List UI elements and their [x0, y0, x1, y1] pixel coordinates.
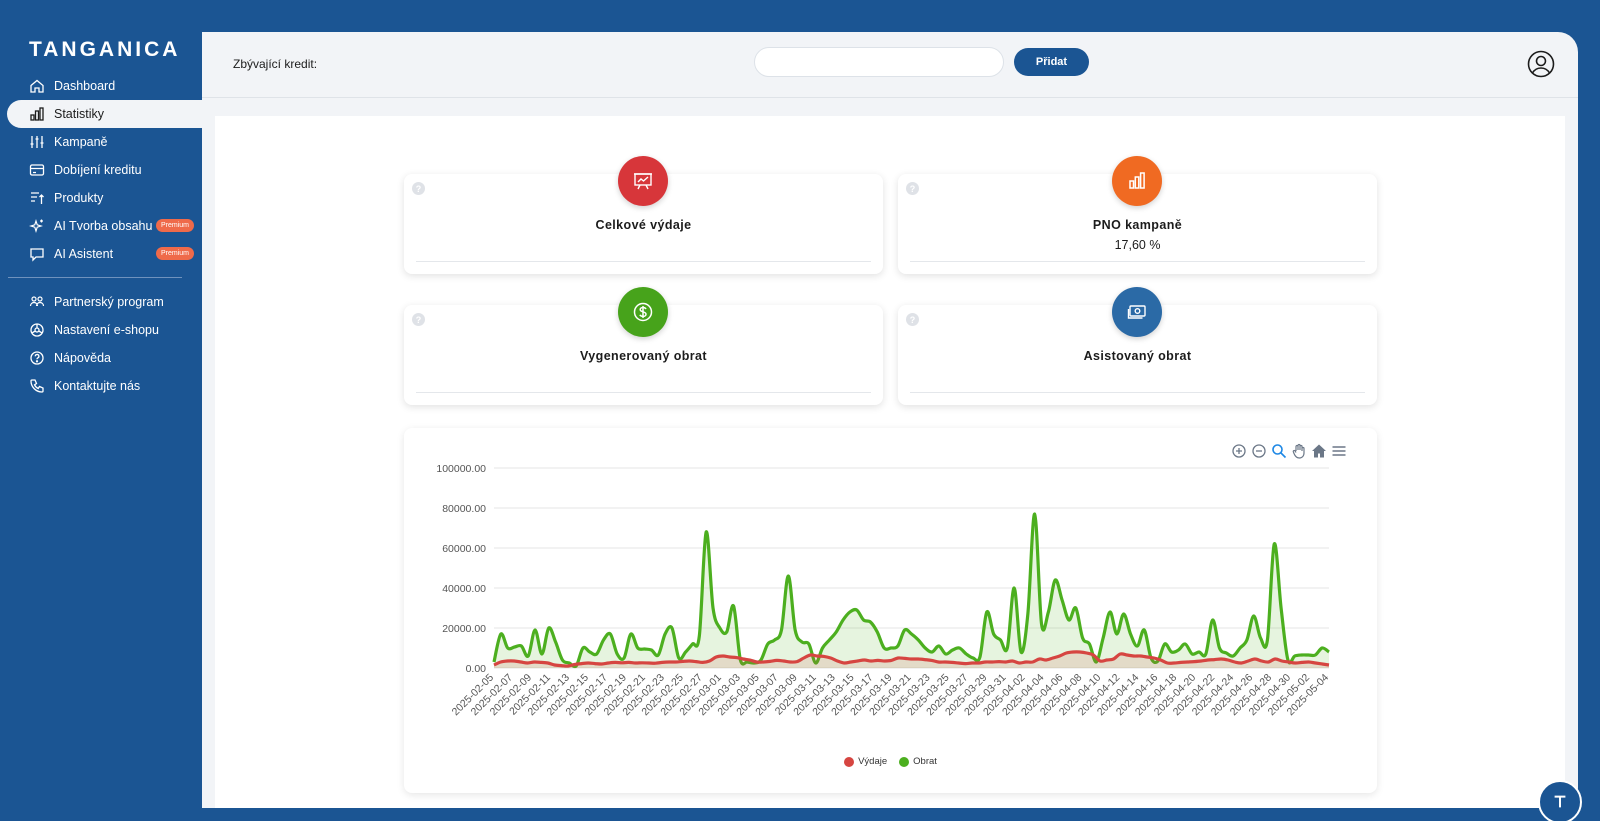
money-icon	[1112, 287, 1162, 337]
user-profile-icon[interactable]	[1527, 50, 1555, 78]
help-icon[interactable]: ?	[906, 182, 919, 195]
divider	[416, 261, 871, 262]
zoom-select-icon[interactable]	[1271, 443, 1287, 459]
settings-icon	[29, 322, 45, 338]
sidebar-item-ai-asistent[interactable]: AI Asistent Premium	[0, 240, 202, 268]
sidebar-item-partnersky-program[interactable]: Partnerský program	[0, 288, 202, 316]
premium-badge: Premium	[156, 219, 195, 232]
sparkles-icon	[29, 218, 45, 234]
chart-legend: Výdaje Obrat	[404, 756, 1377, 767]
phone-icon	[29, 378, 45, 394]
sidebar-item-kontaktujte-nas[interactable]: Kontaktujte nás	[0, 372, 202, 400]
sidebar-item-label: Kampaně	[54, 135, 108, 149]
credit-card-icon	[29, 162, 45, 178]
help-widget-button[interactable]	[1538, 780, 1582, 821]
divider	[910, 261, 1365, 262]
y-tick-label: 80000.00	[442, 503, 486, 515]
remaining-credit-label: Zbývající kredit:	[233, 57, 318, 71]
sidebar-item-label: Partnerský program	[54, 295, 164, 309]
series-area-obrat	[494, 513, 1329, 668]
nav-divider	[8, 277, 182, 278]
sidebar-item-produkty[interactable]: Produkty	[0, 184, 202, 212]
legend-label: Obrat	[913, 756, 937, 767]
help-circle-icon	[29, 350, 45, 366]
premium-badge: Premium	[156, 247, 195, 260]
sidebar-item-label: Kontaktujte nás	[54, 379, 141, 393]
top-bar: Zbývající kredit: Přidat	[202, 32, 1578, 98]
presentation-chart-icon	[618, 156, 668, 206]
series-line-v-daje	[493, 650, 1330, 668]
kpi-title: PNO kampaně	[1092, 218, 1183, 232]
legend-item-vydaje[interactable]: Výdaje	[844, 756, 887, 767]
sidebar-item-dashboard[interactable]: Dashboard	[0, 72, 202, 100]
help-icon[interactable]: ?	[412, 313, 425, 326]
sliders-icon	[29, 134, 45, 150]
add-credit-button[interactable]: Přidat	[1014, 48, 1089, 76]
sidebar-item-label: Dashboard	[54, 79, 116, 93]
kpi-title: Asistovaný obrat	[1083, 349, 1192, 363]
sort-icon	[29, 190, 45, 206]
partners-icon	[29, 294, 45, 310]
sidebar-item-statistiky[interactable]: Statistiky	[7, 100, 202, 128]
chart-plot: 0.00 20000.00 40000.00 60000.00 80000.00 1000…	[436, 463, 1331, 718]
legend-dot	[899, 756, 910, 767]
y-tick-label: 40000.00	[442, 583, 486, 595]
sidebar-item-kampane[interactable]: Kampaně	[0, 128, 202, 156]
credit-amount-input[interactable]	[754, 47, 1004, 77]
bar-chart-icon	[1112, 156, 1162, 206]
sidebar-item-dobijeni-kreditu[interactable]: Dobíjení kreditu	[0, 156, 202, 184]
zoom-out-icon[interactable]	[1251, 443, 1267, 459]
brand-t-icon	[1554, 795, 1566, 808]
sidebar-item-label: Dobíjení kreditu	[54, 163, 142, 177]
sidebar-item-label: Produkty	[54, 191, 104, 205]
legend-label: Výdaje	[858, 756, 888, 767]
sidebar-item-label: Nastavení e-shopu	[54, 323, 159, 337]
sidebar-item-label: Nápověda	[54, 351, 111, 365]
y-tick-label: 100000.00	[436, 463, 486, 475]
sidebar-item-ai-tvorba-obsahu[interactable]: AI Tvorba obsahu Premium	[0, 212, 202, 240]
revenue-spend-chart: 0.00 20000.00 40000.00 60000.00 80000.00 1000…	[404, 428, 1377, 793]
sidebar-item-label: AI Tvorba obsahu	[54, 219, 153, 233]
sidebar: TANGANICA Dashboard Statistiky Kampaně D…	[0, 0, 202, 821]
chat-icon	[29, 246, 45, 262]
pan-hand-icon[interactable]	[1291, 443, 1307, 459]
bar-chart-icon	[29, 106, 45, 122]
kpi-title: Vygenerovaný obrat	[580, 349, 707, 363]
y-tick-label: 0.00	[466, 663, 487, 675]
kpi-title: Celkové výdaje	[595, 218, 692, 232]
sidebar-nav: Dashboard Statistiky Kampaně Dobíjení kr…	[0, 72, 202, 400]
sidebar-item-nastaveni-e-shopu[interactable]: Nastavení e-shopu	[0, 316, 202, 344]
home-reset-icon[interactable]	[1311, 443, 1327, 459]
menu-icon[interactable]	[1331, 443, 1347, 459]
help-icon[interactable]: ?	[906, 313, 919, 326]
zoom-in-icon[interactable]	[1231, 443, 1247, 459]
sidebar-item-label: AI Asistent	[54, 247, 114, 261]
divider	[416, 392, 871, 393]
legend-dot	[844, 756, 855, 767]
help-icon[interactable]: ?	[412, 182, 425, 195]
y-tick-label: 60000.00	[442, 543, 486, 555]
home-icon	[29, 78, 45, 94]
y-tick-label: 20000.00	[442, 623, 486, 635]
brand-logo[interactable]: TANGANICA	[29, 38, 181, 61]
chart-toolbar	[1231, 443, 1347, 459]
divider	[910, 392, 1365, 393]
sidebar-item-label: Statistiky	[54, 107, 105, 121]
kpi-value: 17,60 %	[1114, 238, 1161, 252]
dollar-icon	[618, 287, 668, 337]
sidebar-item-napoveda[interactable]: Nápověda	[0, 344, 202, 372]
legend-item-obrat[interactable]: Obrat	[899, 756, 937, 767]
series-line-obrat	[492, 512, 1330, 669]
